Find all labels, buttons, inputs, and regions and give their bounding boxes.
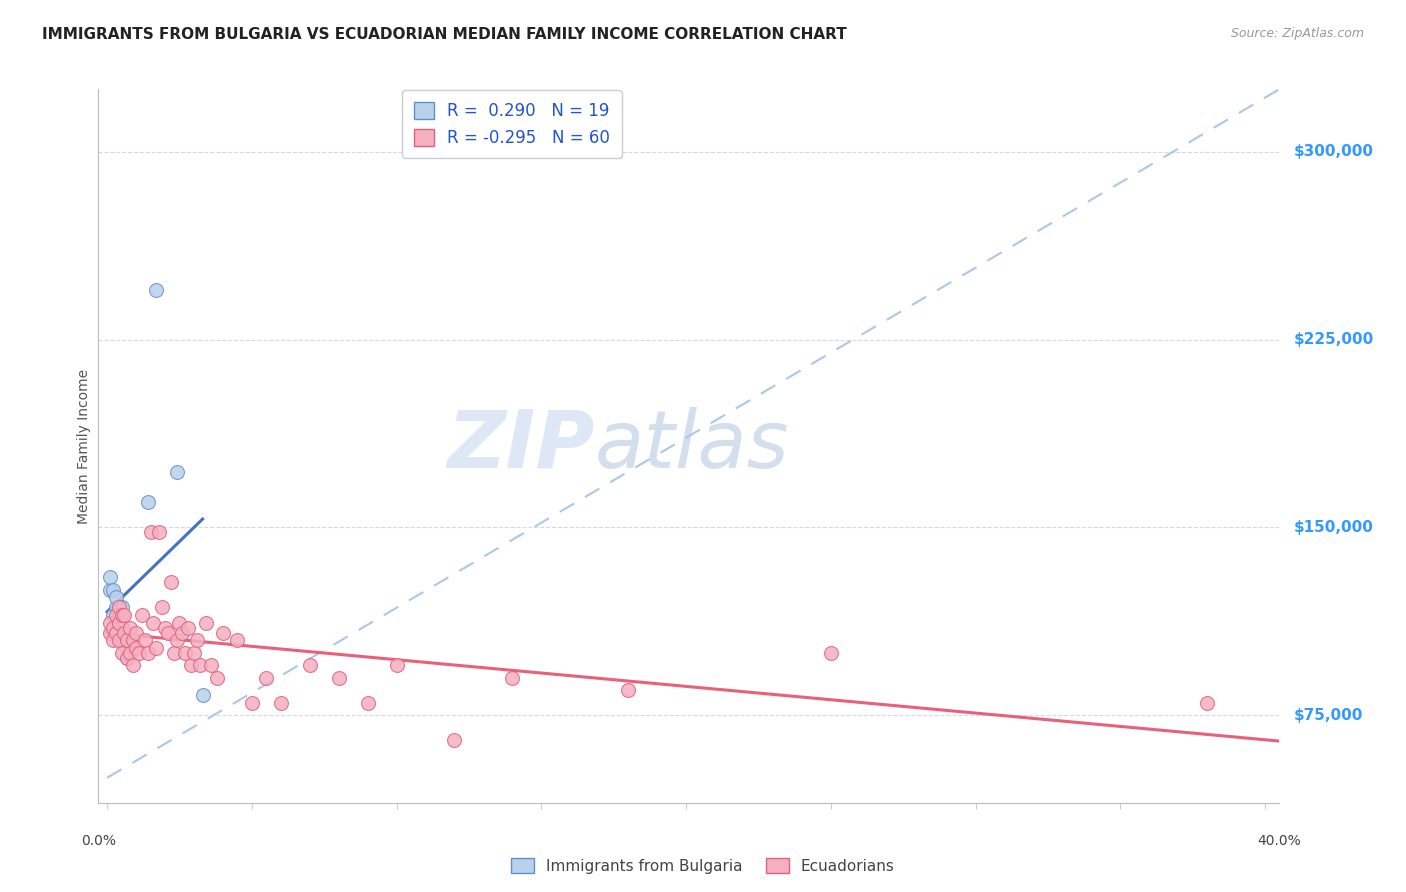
Point — [110, 621, 132, 635]
Point — [125, 625, 148, 640]
Point — [122, 658, 145, 673]
Point — [107, 607, 129, 622]
Point — [145, 283, 167, 297]
Point — [254, 671, 277, 685]
Point — [114, 607, 136, 622]
Point — [107, 600, 129, 615]
Point — [120, 646, 142, 660]
Point — [114, 625, 136, 640]
Point — [98, 615, 121, 630]
Point — [136, 495, 159, 509]
Point — [101, 621, 124, 635]
Point — [501, 671, 523, 685]
Y-axis label: Median Family Income: Median Family Income — [77, 368, 91, 524]
Point — [107, 633, 129, 648]
Point — [122, 633, 145, 648]
Text: ZIP: ZIP — [447, 407, 595, 485]
Point — [117, 650, 139, 665]
Point — [114, 638, 136, 652]
Point — [125, 640, 148, 655]
Point — [110, 600, 132, 615]
Text: $150,000: $150,000 — [1294, 520, 1374, 535]
Point — [180, 658, 202, 673]
Point — [200, 658, 222, 673]
Point — [131, 607, 153, 622]
Point — [183, 646, 205, 660]
Point — [617, 683, 640, 698]
Point — [104, 600, 127, 615]
Point — [110, 646, 132, 660]
Text: 40.0%: 40.0% — [1257, 834, 1302, 848]
Point — [148, 525, 170, 540]
Point — [104, 615, 127, 630]
Point — [120, 621, 142, 635]
Point — [820, 646, 842, 660]
Text: Source: ZipAtlas.com: Source: ZipAtlas.com — [1230, 27, 1364, 40]
Point — [328, 671, 350, 685]
Point — [191, 688, 214, 702]
Point — [128, 646, 150, 660]
Legend: Immigrants from Bulgaria, Ecuadorians: Immigrants from Bulgaria, Ecuadorians — [505, 852, 901, 880]
Point — [205, 671, 228, 685]
Point — [159, 575, 181, 590]
Text: atlas: atlas — [595, 407, 789, 485]
Point — [101, 607, 124, 622]
Point — [98, 570, 121, 584]
Point — [270, 696, 292, 710]
Text: IMMIGRANTS FROM BULGARIA VS ECUADORIAN MEDIAN FAMILY INCOME CORRELATION CHART: IMMIGRANTS FROM BULGARIA VS ECUADORIAN M… — [42, 27, 846, 42]
Point — [226, 633, 249, 648]
Point — [188, 658, 211, 673]
Legend: R =  0.290   N = 19, R = -0.295   N = 60: R = 0.290 N = 19, R = -0.295 N = 60 — [402, 90, 621, 159]
Point — [104, 607, 127, 622]
Text: $300,000: $300,000 — [1294, 145, 1374, 160]
Point — [443, 733, 465, 747]
Point — [142, 615, 165, 630]
Text: 0.0%: 0.0% — [82, 834, 115, 848]
Point — [139, 525, 162, 540]
Point — [136, 646, 159, 660]
Point — [298, 658, 321, 673]
Point — [98, 625, 121, 640]
Point — [110, 633, 132, 648]
Point — [145, 640, 167, 655]
Point — [117, 650, 139, 665]
Point — [169, 615, 191, 630]
Point — [114, 625, 136, 640]
Point — [1197, 696, 1219, 710]
Point — [101, 633, 124, 648]
Point — [212, 625, 235, 640]
Point — [172, 625, 194, 640]
Point — [117, 633, 139, 648]
Text: $225,000: $225,000 — [1294, 332, 1374, 347]
Point — [153, 621, 176, 635]
Point — [110, 607, 132, 622]
Point — [104, 625, 127, 640]
Point — [107, 625, 129, 640]
Point — [186, 633, 208, 648]
Text: $75,000: $75,000 — [1294, 707, 1362, 723]
Point — [101, 582, 124, 597]
Point — [166, 633, 188, 648]
Point — [356, 696, 378, 710]
Point — [107, 615, 129, 630]
Point — [194, 615, 217, 630]
Point — [385, 658, 408, 673]
Point — [156, 625, 179, 640]
Point — [174, 646, 197, 660]
Point — [163, 646, 186, 660]
Point — [134, 633, 156, 648]
Point — [240, 696, 263, 710]
Point — [98, 582, 121, 597]
Point — [177, 621, 200, 635]
Point — [104, 591, 127, 605]
Point — [166, 465, 188, 479]
Point — [150, 600, 173, 615]
